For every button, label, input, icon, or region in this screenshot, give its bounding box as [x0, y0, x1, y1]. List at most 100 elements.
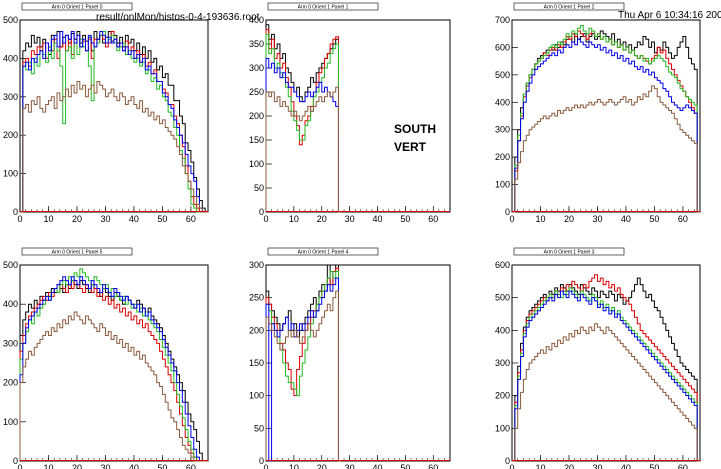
y-tick-label: 100	[495, 423, 510, 433]
panel-title: Arm 0 Orient 1 Panel 4	[298, 250, 349, 256]
x-tick-label: 60	[678, 463, 688, 469]
x-tick-label: 50	[400, 463, 410, 469]
y-tick-label: 300	[495, 125, 510, 135]
y-tick-label: 0	[505, 456, 510, 466]
panel-title-box	[267, 247, 379, 256]
series-brown-line	[19, 311, 208, 462]
y-tick-label: 500	[3, 260, 18, 270]
series-blue-line	[512, 290, 700, 462]
datetime-label: Thu Apr 6 10:34:16 2006	[618, 10, 721, 21]
x-tick-label: 10	[43, 214, 53, 224]
x-tick-label: 40	[129, 463, 139, 469]
x-tick-label: 40	[621, 214, 631, 224]
y-tick-label: 400	[3, 299, 18, 309]
panel-title-box	[513, 2, 625, 11]
panel-title-box	[21, 247, 133, 256]
x-tick-label: 60	[186, 463, 196, 469]
y-tick-label: 400	[495, 325, 510, 335]
y-tick-label: 0	[259, 207, 264, 217]
x-tick-label: 20	[317, 463, 327, 469]
y-tick-label: 350	[249, 39, 264, 49]
y-tick-label: 0	[505, 207, 510, 217]
panel-title: Arm 0 Orient 1 Panel 3	[544, 250, 595, 256]
y-tick-label: 500	[495, 293, 510, 303]
y-tick-label: 150	[249, 358, 264, 368]
series-red-line	[265, 267, 342, 462]
y-tick-label: 250	[249, 87, 264, 97]
series-blue-line	[19, 276, 208, 462]
x-tick-label: 50	[157, 214, 167, 224]
x-tick-label: 10	[43, 463, 53, 469]
y-tick-label: 200	[3, 378, 18, 388]
series-brown-line	[265, 290, 342, 462]
x-tick-label: 60	[428, 463, 438, 469]
panel-title-box	[21, 2, 133, 11]
x-tick-label: 20	[564, 214, 574, 224]
y-tick-label: 700	[495, 15, 510, 25]
x-tick-label: 10	[289, 214, 299, 224]
series-red-line	[19, 280, 208, 462]
series-brown-line	[512, 323, 700, 462]
x-tick-label: 30	[100, 463, 110, 469]
x-tick-label: 0	[263, 463, 268, 469]
y-tick-label: 50	[254, 183, 264, 193]
y-tick-label: 300	[495, 358, 510, 368]
y-tick-label: 400	[495, 97, 510, 107]
series-brown-line	[265, 86, 342, 213]
x-tick-label: 0	[509, 463, 514, 469]
series-green-line	[265, 33, 342, 213]
y-tick-label: 100	[3, 169, 18, 179]
x-tick-label: 10	[535, 463, 545, 469]
panel-title: Arm 0 Orient 1 Panel 2	[544, 5, 595, 11]
x-tick-label: 0	[17, 463, 22, 469]
x-tick-label: 40	[129, 214, 139, 224]
x-tick-label: 20	[317, 214, 327, 224]
panel-title-box	[267, 2, 379, 11]
x-tick-label: 40	[373, 463, 383, 469]
x-tick-label: 20	[72, 214, 82, 224]
x-tick-label: 50	[400, 214, 410, 224]
x-tick-label: 10	[535, 214, 545, 224]
x-tick-label: 50	[157, 463, 167, 469]
y-tick-label: 0	[259, 456, 264, 466]
y-tick-label: 150	[249, 135, 264, 145]
x-tick-label: 40	[621, 463, 631, 469]
south-label: SOUTH	[394, 122, 436, 136]
x-tick-label: 10	[289, 463, 299, 469]
panel-title: Arm 0 Orient 1 Panel 0	[52, 5, 103, 11]
y-tick-label: 200	[249, 111, 264, 121]
y-tick-label: 400	[3, 53, 18, 63]
series-brown-line	[512, 85, 700, 213]
x-tick-label: 40	[373, 214, 383, 224]
y-tick-label: 100	[3, 417, 18, 427]
panel-title: Arm 0 Orient 1 Panel 5	[52, 250, 103, 256]
y-tick-label: 300	[249, 260, 264, 270]
x-tick-label: 60	[186, 214, 196, 224]
y-tick-label: 600	[495, 42, 510, 52]
x-tick-label: 60	[678, 214, 688, 224]
x-tick-label: 30	[592, 463, 602, 469]
x-tick-label: 0	[263, 214, 268, 224]
x-tick-label: 60	[428, 214, 438, 224]
x-tick-label: 20	[564, 463, 574, 469]
panel-title-box	[513, 247, 625, 256]
series-black-line	[512, 277, 700, 462]
y-tick-label: 200	[249, 325, 264, 335]
vert-label: VERT	[394, 140, 427, 154]
y-tick-label: 400	[249, 15, 264, 25]
y-tick-label: 100	[495, 180, 510, 190]
y-tick-label: 100	[249, 159, 264, 169]
series-red-line	[265, 29, 342, 213]
y-tick-label: 100	[249, 391, 264, 401]
y-tick-label: 50	[254, 423, 264, 433]
y-tick-label: 200	[495, 391, 510, 401]
y-tick-label: 500	[495, 70, 510, 80]
series-green-line	[512, 24, 700, 213]
y-tick-label: 500	[3, 15, 18, 25]
x-tick-label: 0	[509, 214, 514, 224]
y-tick-label: 300	[3, 338, 18, 348]
y-tick-label: 200	[495, 152, 510, 162]
y-tick-label: 200	[3, 130, 18, 140]
x-tick-label: 30	[345, 463, 355, 469]
